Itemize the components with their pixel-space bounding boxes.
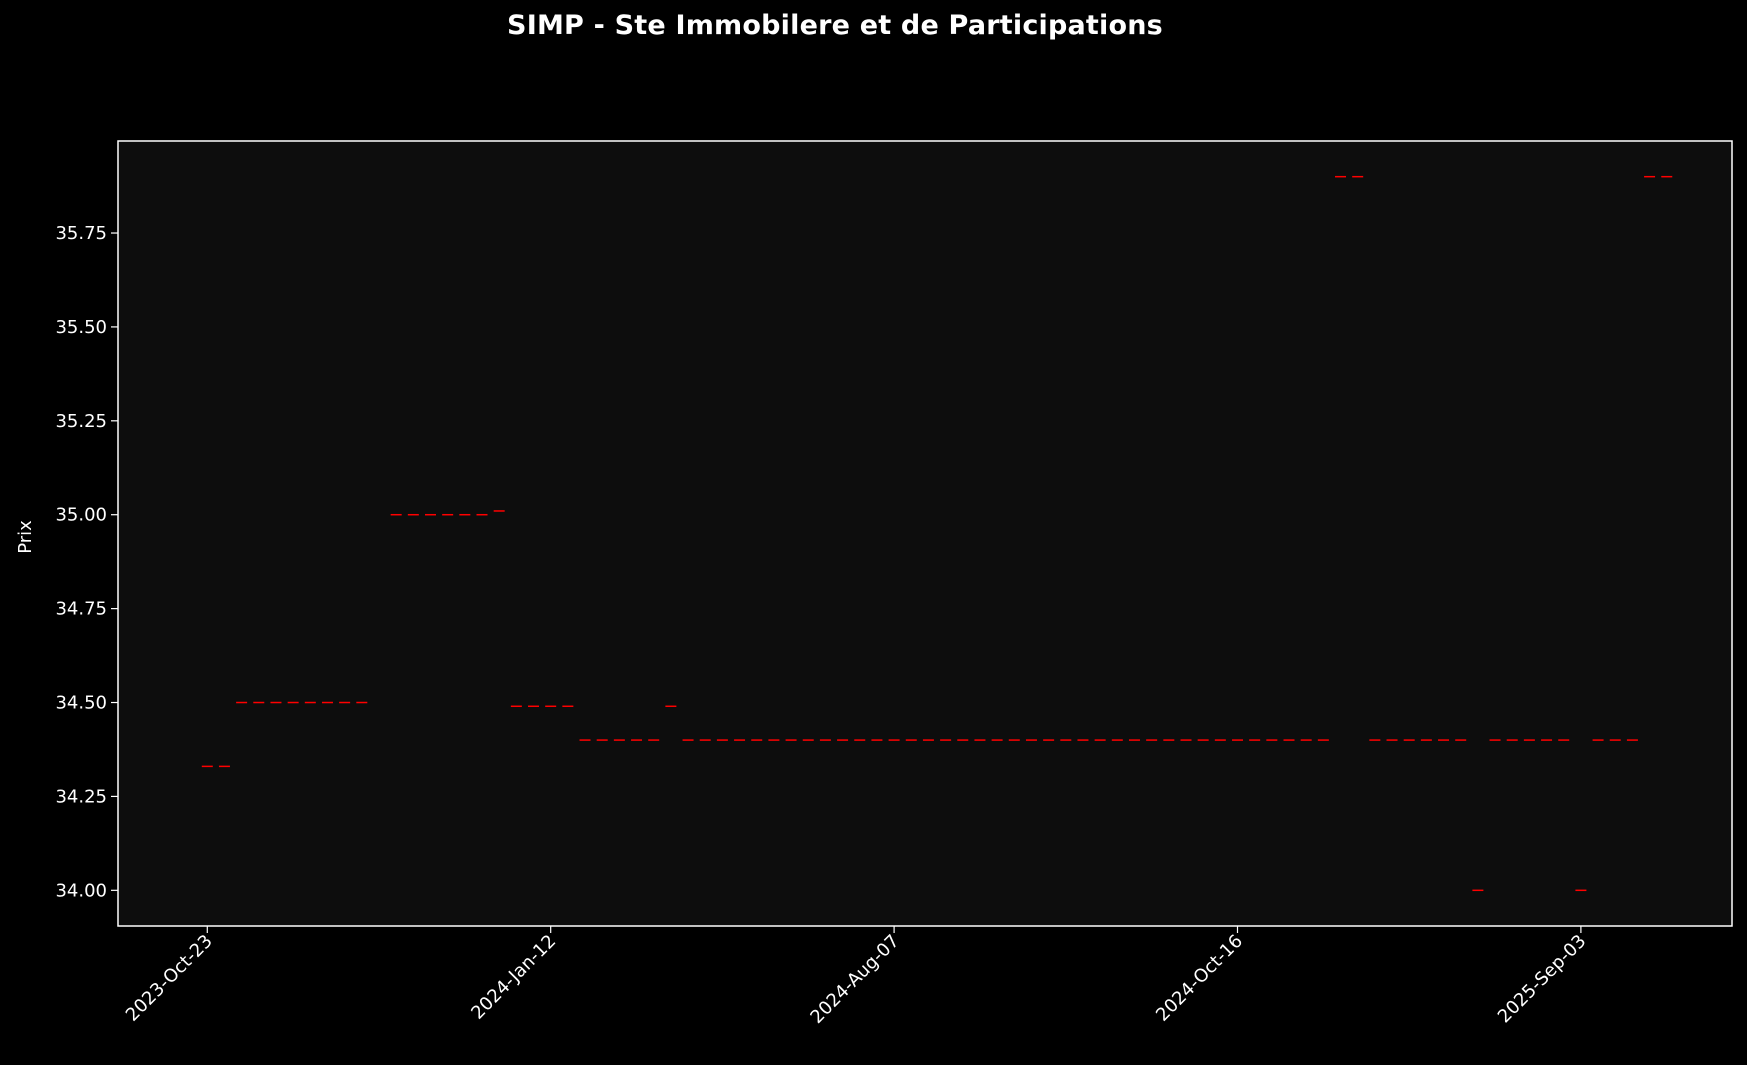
plot-area — [118, 141, 1732, 926]
x-tick-label: 2023-Oct-23 — [122, 931, 217, 1026]
y-axis-label: Prix — [15, 520, 36, 554]
data-marks — [201, 175, 1673, 892]
y-tick-label: 34.50 — [55, 693, 107, 714]
x-axis: 2023-Oct-23 2024-Jan-12 2024-Aug-07 2024-Oc… — [122, 926, 1591, 1028]
x-tick-label: 2025-Sep-03 — [1494, 931, 1591, 1028]
x-tick-label: 2024-Aug-07 — [806, 931, 903, 1028]
x-tick-label: 2024-Oct-16 — [1152, 931, 1247, 1026]
y-tick-label: 34.00 — [55, 880, 107, 901]
y-tick-label: 35.25 — [55, 411, 107, 432]
y-tick-label: 34.25 — [55, 786, 107, 807]
y-tick-label: 35.00 — [55, 505, 107, 526]
y-tick-label: 35.50 — [55, 317, 107, 338]
x-tick-label: 2024-Jan-12 — [467, 931, 560, 1024]
y-tick-label: 35.75 — [55, 223, 107, 244]
plot-frame — [117, 140, 1733, 927]
y-axis: 34.00 34.25 34.50 34.75 35.00 35.25 35.50 35.75 — [55, 223, 118, 901]
chart-title: SIMP - Ste Immobilere et de Participatio… — [507, 10, 1163, 41]
y-tick-label: 34.75 — [55, 599, 107, 620]
